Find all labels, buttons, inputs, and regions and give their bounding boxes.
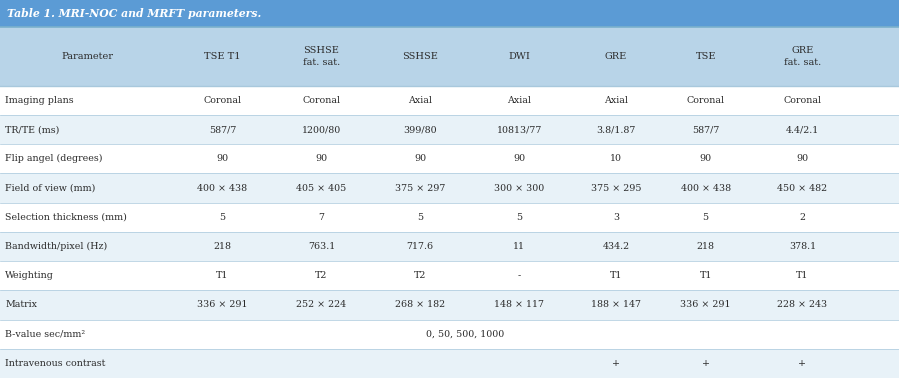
Text: Coronal: Coronal <box>302 96 341 105</box>
Text: 5: 5 <box>219 213 226 222</box>
Text: 399/80: 399/80 <box>404 125 437 134</box>
Text: 450 × 482: 450 × 482 <box>778 184 827 192</box>
Text: 587/7: 587/7 <box>692 125 719 134</box>
Text: 587/7: 587/7 <box>209 125 236 134</box>
Text: 148 × 117: 148 × 117 <box>494 301 544 310</box>
Text: 336 × 291: 336 × 291 <box>197 301 248 310</box>
Text: 90: 90 <box>316 154 327 163</box>
Text: T1: T1 <box>797 271 808 280</box>
Text: +: + <box>702 359 709 368</box>
Text: 434.2: 434.2 <box>602 242 629 251</box>
Text: Imaging plans: Imaging plans <box>5 96 74 105</box>
Text: Intravenous contrast: Intravenous contrast <box>5 359 106 368</box>
Text: 10813/77: 10813/77 <box>496 125 542 134</box>
Text: +: + <box>798 359 806 368</box>
Text: Axial: Axial <box>408 96 432 105</box>
Text: 4.4/2.1: 4.4/2.1 <box>786 125 819 134</box>
Bar <box>0 349 899 378</box>
Bar <box>0 144 899 174</box>
Text: SSHSE
fat. sat.: SSHSE fat. sat. <box>303 46 340 67</box>
Text: B-value sec/mm²: B-value sec/mm² <box>5 330 85 339</box>
Text: TR/TE (ms): TR/TE (ms) <box>5 125 59 134</box>
Text: -: - <box>518 271 521 280</box>
Text: T1: T1 <box>217 271 228 280</box>
Text: Bandwidth/pixel (Hz): Bandwidth/pixel (Hz) <box>5 242 108 251</box>
Text: 10: 10 <box>610 154 622 163</box>
Text: 268 × 182: 268 × 182 <box>396 301 445 310</box>
Text: 90: 90 <box>797 154 808 163</box>
Text: 218: 218 <box>697 242 715 251</box>
Text: GRE
fat. sat.: GRE fat. sat. <box>784 46 821 67</box>
Text: GRE: GRE <box>605 52 627 61</box>
Text: TSE T1: TSE T1 <box>204 52 241 61</box>
Text: 218: 218 <box>213 242 232 251</box>
Text: 3.8/1.87: 3.8/1.87 <box>596 125 636 134</box>
Bar <box>0 203 899 232</box>
Bar <box>0 261 899 290</box>
Text: Table 1. MRI-NOC and MRFT parameters.: Table 1. MRI-NOC and MRFT parameters. <box>7 8 262 19</box>
Text: 252 × 224: 252 × 224 <box>297 301 346 310</box>
Text: 90: 90 <box>699 154 712 163</box>
Text: Field of view (mm): Field of view (mm) <box>5 184 96 192</box>
Text: 188 × 147: 188 × 147 <box>591 301 641 310</box>
Bar <box>0 115 899 144</box>
Text: 5: 5 <box>516 213 522 222</box>
Text: 5: 5 <box>417 213 423 222</box>
Text: Selection thickness (mm): Selection thickness (mm) <box>5 213 128 222</box>
Bar <box>0 86 899 115</box>
Text: Axial: Axial <box>604 96 628 105</box>
Text: +: + <box>612 359 619 368</box>
Text: 90: 90 <box>414 154 426 163</box>
Text: 228 × 243: 228 × 243 <box>778 301 827 310</box>
Text: 336 × 291: 336 × 291 <box>681 301 731 310</box>
Text: 3: 3 <box>613 213 619 222</box>
Text: 1200/80: 1200/80 <box>302 125 341 134</box>
Text: T2: T2 <box>316 271 327 280</box>
Text: 7: 7 <box>318 213 325 222</box>
Bar <box>0 232 899 261</box>
Text: Coronal: Coronal <box>203 96 242 105</box>
Bar <box>0 290 899 319</box>
Text: 717.6: 717.6 <box>406 242 434 251</box>
Text: T1: T1 <box>610 271 622 280</box>
Text: 11: 11 <box>513 242 525 251</box>
Bar <box>0 174 899 203</box>
Text: 0, 50, 500, 1000: 0, 50, 500, 1000 <box>426 330 504 339</box>
Text: 378.1: 378.1 <box>788 242 816 251</box>
Text: 400 × 438: 400 × 438 <box>198 184 247 192</box>
Text: T2: T2 <box>414 271 426 280</box>
Text: SSHSE: SSHSE <box>403 52 438 61</box>
Text: Coronal: Coronal <box>783 96 822 105</box>
Text: Flip angel (degrees): Flip angel (degrees) <box>5 154 102 163</box>
Text: 375 × 297: 375 × 297 <box>395 184 446 192</box>
Text: 405 × 405: 405 × 405 <box>297 184 346 192</box>
Text: 90: 90 <box>513 154 525 163</box>
Text: 2: 2 <box>799 213 806 222</box>
Text: Parameter: Parameter <box>62 52 113 61</box>
Text: 90: 90 <box>217 154 228 163</box>
Text: 763.1: 763.1 <box>307 242 335 251</box>
Text: 5: 5 <box>703 213 708 222</box>
Text: T1: T1 <box>699 271 712 280</box>
Text: Weighting: Weighting <box>5 271 54 280</box>
Text: Matrix: Matrix <box>5 301 38 310</box>
Text: DWI: DWI <box>508 52 530 61</box>
Text: Coronal: Coronal <box>687 96 725 105</box>
Bar <box>0 319 899 349</box>
Text: TSE: TSE <box>696 52 716 61</box>
Text: 300 × 300: 300 × 300 <box>494 184 544 192</box>
Text: 400 × 438: 400 × 438 <box>681 184 731 192</box>
Bar <box>0 27 899 86</box>
Text: 375 × 295: 375 × 295 <box>591 184 641 192</box>
Text: Axial: Axial <box>507 96 531 105</box>
Bar <box>0 0 899 27</box>
